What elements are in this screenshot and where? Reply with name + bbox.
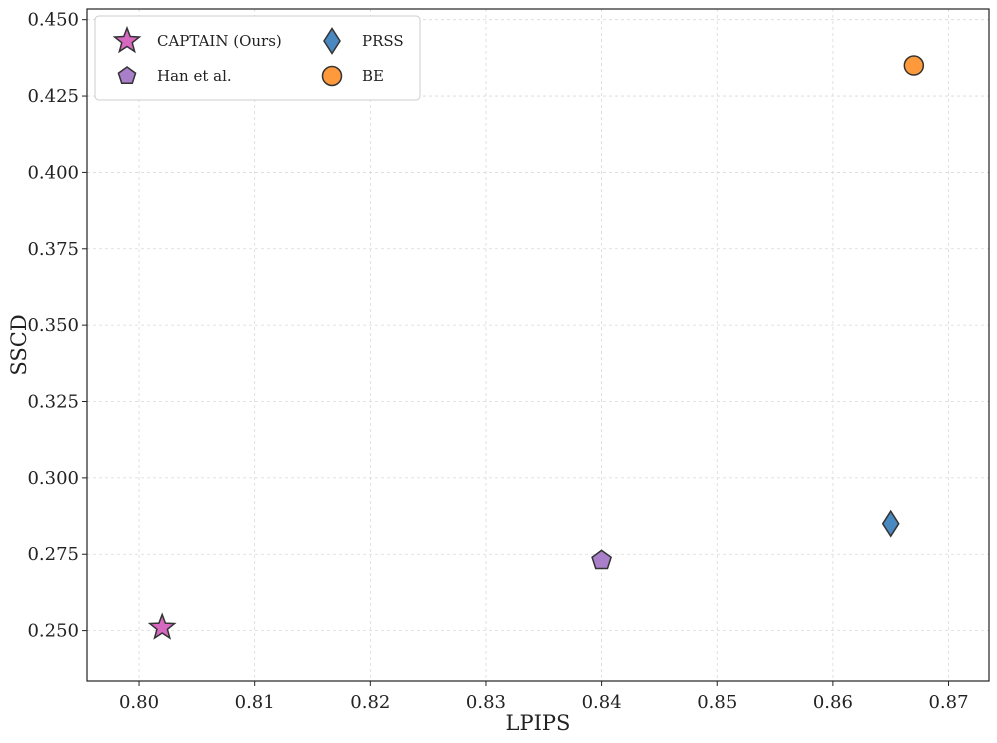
y-tick-label: 0.375 — [27, 239, 79, 260]
data-point-pentagon — [591, 549, 612, 570]
y-tick-label: 0.300 — [27, 468, 79, 489]
legend-marker-circle — [321, 65, 343, 87]
y-tick-label: 0.275 — [27, 544, 79, 565]
x-axis-ticks: 0.80 0.81 0.82 0.83 0.84 0.85 0.86 0.87 — [119, 681, 969, 713]
data-point-diamond — [881, 509, 900, 538]
grid — [87, 9, 989, 681]
legend-label: PRSS — [362, 32, 404, 50]
y-axis-label: SSCD — [7, 314, 31, 375]
legend-marker-star — [112, 25, 142, 54]
x-tick-label: 0.85 — [697, 692, 737, 713]
data-points — [147, 55, 925, 640]
legend: CAPTAIN (Ours) Han et al. PRSS BE — [94, 15, 421, 101]
legend-label: BE — [362, 67, 384, 85]
data-point-circle — [903, 55, 925, 76]
data-point-star — [147, 612, 177, 640]
legend-label: Han et al. — [157, 67, 232, 85]
legend-marker-pentagon — [117, 66, 137, 85]
legend-marker-diamond — [323, 27, 341, 55]
y-tick-label: 0.325 — [27, 392, 79, 413]
x-tick-label: 0.83 — [466, 692, 506, 713]
x-tick-label: 0.81 — [235, 692, 275, 713]
y-tick-label: 0.350 — [27, 315, 79, 336]
x-axis-label: LPIPS — [506, 711, 571, 735]
x-tick-label: 0.82 — [350, 692, 390, 713]
y-axis-ticks: 0.250 0.275 0.300 0.325 0.350 0.375 0.400 0.425… — [27, 10, 87, 642]
y-tick-label: 0.425 — [27, 86, 79, 107]
x-tick-label: 0.86 — [813, 692, 853, 713]
y-tick-label: 0.250 — [27, 621, 79, 642]
y-tick-label: 0.400 — [27, 162, 79, 183]
x-tick-label: 0.87 — [928, 692, 968, 713]
x-tick-label: 0.80 — [119, 692, 159, 713]
y-tick-label: 0.450 — [27, 10, 79, 31]
plot-frame — [86, 8, 990, 682]
legend-box — [94, 15, 421, 101]
legend-label: CAPTAIN (Ours) — [157, 32, 282, 50]
x-tick-label: 0.84 — [582, 692, 622, 713]
